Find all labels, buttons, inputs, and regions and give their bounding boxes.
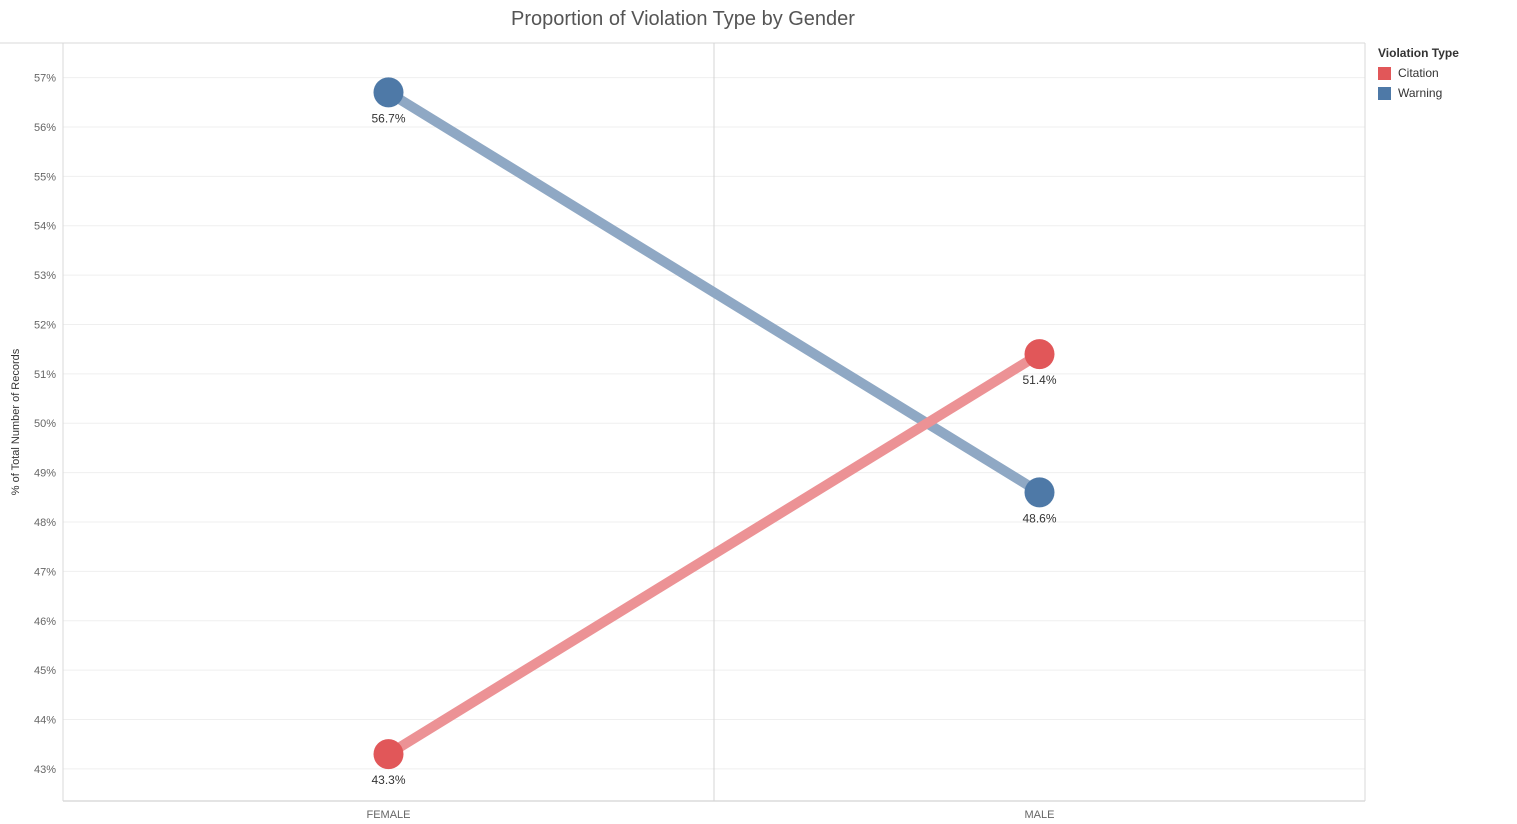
y-tick-label: 55% — [34, 171, 56, 183]
y-tick-label: 45% — [34, 665, 56, 677]
data-point-warning — [373, 77, 404, 108]
x-tick-label: FEMALE — [366, 809, 410, 821]
legend-swatch-warning — [1378, 86, 1391, 100]
y-tick-label: 47% — [34, 566, 56, 578]
chart-title: Proportion of Violation Type by Gender — [511, 8, 855, 30]
legend-item-warning[interactable]: Warning — [1378, 83, 1459, 103]
y-tick-label: 51% — [34, 369, 56, 381]
legend-title: Violation Type — [1378, 46, 1459, 60]
y-tick-label: 46% — [34, 616, 56, 628]
data-point-warning — [1024, 477, 1055, 508]
y-tick-label: 53% — [34, 270, 56, 282]
data-label-warning: 48.6% — [1022, 511, 1056, 525]
data-point-citation — [373, 739, 404, 770]
data-label-warning: 56.7% — [371, 111, 405, 125]
legend: Violation Type Citation Warning — [1378, 46, 1459, 103]
data-label-citation: 51.4% — [1022, 373, 1056, 387]
y-tick-label: 52% — [34, 319, 56, 331]
data-point-citation — [1024, 339, 1055, 370]
y-tick-label: 56% — [34, 122, 56, 134]
series-line-citation — [385, 349, 1043, 759]
y-tick-label: 50% — [34, 418, 56, 430]
y-tick-label: 43% — [34, 764, 56, 776]
y-tick-label: 54% — [34, 221, 56, 233]
x-tick-label: MALE — [1025, 809, 1055, 821]
y-tick-label: 48% — [34, 517, 56, 529]
legend-swatch-citation — [1378, 66, 1391, 80]
data-label-citation: 43.3% — [371, 773, 405, 787]
legend-label-citation: Citation — [1398, 66, 1439, 80]
y-axis-title: % of Total Number of Records — [10, 348, 22, 495]
legend-label-warning: Warning — [1398, 86, 1443, 100]
y-tick-label: 57% — [34, 73, 56, 85]
legend-item-citation[interactable]: Citation — [1378, 63, 1459, 83]
y-tick-label: 44% — [34, 715, 56, 727]
y-tick-label: 49% — [34, 468, 56, 480]
